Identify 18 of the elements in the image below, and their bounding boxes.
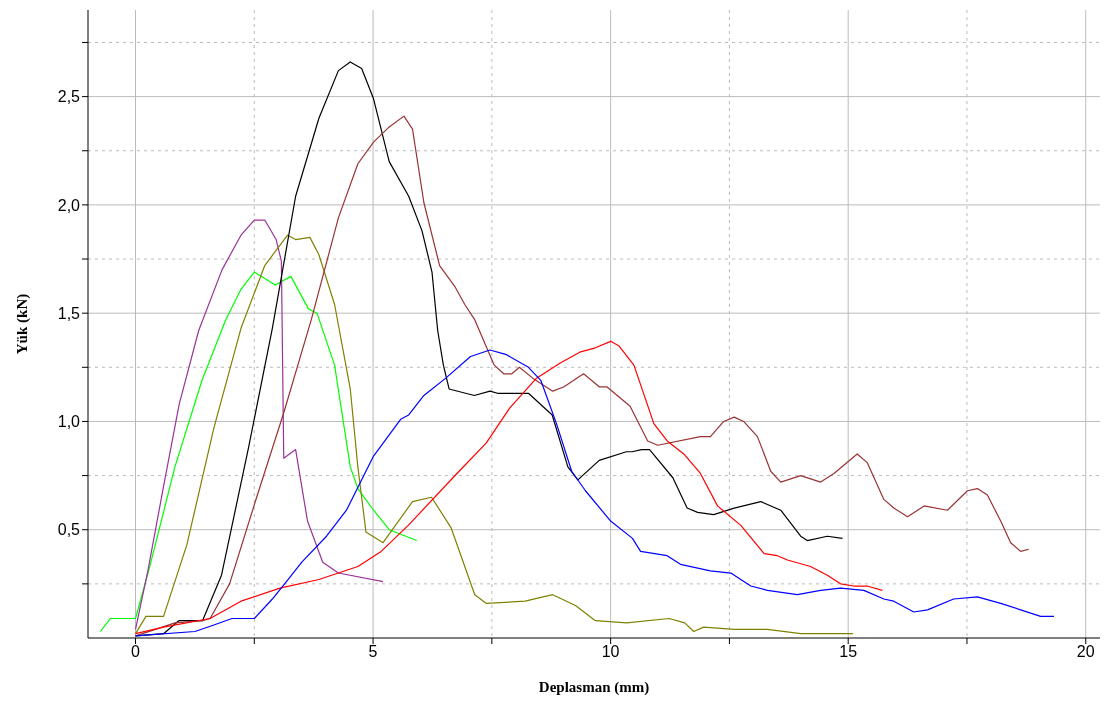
x-tick-label: 15 — [839, 643, 858, 661]
y-tick-label: 0,5 — [57, 521, 81, 539]
line-series — [99, 271, 418, 633]
x-tick-label: 0 — [131, 643, 141, 661]
y-tick-label: 1,0 — [57, 413, 81, 431]
line-series — [134, 115, 1030, 637]
line-series — [134, 219, 384, 630]
x-tick-label: 10 — [601, 643, 620, 661]
line-series — [134, 349, 1055, 637]
y-axis-title: Yük (kN) — [14, 293, 32, 355]
x-tick-label: 5 — [368, 643, 378, 661]
y-tick-label: 2,5 — [57, 88, 81, 106]
line-series — [134, 340, 883, 635]
y-tick-label: 2,0 — [57, 196, 81, 214]
line-series — [134, 234, 854, 635]
x-tick-label: 20 — [1076, 643, 1095, 661]
x-axis-title: Deplasman (mm) — [538, 679, 650, 696]
y-tick-label: 1,5 — [57, 304, 81, 322]
